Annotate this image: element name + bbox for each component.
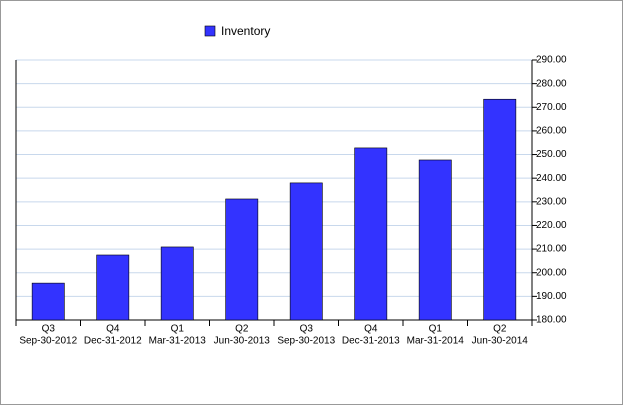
y-tick-label: 190.00 xyxy=(536,291,567,302)
x-tick-label: Sep-30-2012 xyxy=(19,336,77,347)
y-tick-label: 260.00 xyxy=(536,126,567,137)
x-tick-label: Q1 xyxy=(171,324,185,335)
bar xyxy=(483,98,517,321)
x-tick-label: Mar-31-2014 xyxy=(407,336,465,347)
y-tick-label: 200.00 xyxy=(536,267,567,278)
y-tick-label: 220.00 xyxy=(536,220,567,231)
bar xyxy=(418,159,452,321)
y-tick-label: 270.00 xyxy=(536,102,567,113)
legend-swatch xyxy=(204,25,216,37)
bar xyxy=(289,182,323,321)
y-tick-label: 240.00 xyxy=(536,173,567,184)
x-tick-label: Q2 xyxy=(493,324,507,335)
bar xyxy=(225,198,259,321)
x-tick-label: Dec-31-2013 xyxy=(342,336,400,347)
x-tick-label: Mar-31-2013 xyxy=(149,336,207,347)
y-tick-label: 210.00 xyxy=(536,244,567,255)
x-tick-label: Dec-31-2012 xyxy=(84,336,142,347)
x-tick-label: Q1 xyxy=(429,324,443,335)
x-tick-label: Q3 xyxy=(42,324,56,335)
y-tick-label: 250.00 xyxy=(536,149,567,160)
y-tick-label: 290.00 xyxy=(536,55,567,66)
x-tick-label: Q3 xyxy=(300,324,314,335)
x-tick-label: Q4 xyxy=(364,324,378,335)
y-tick-label: 280.00 xyxy=(536,78,567,89)
x-tick-label: Q2 xyxy=(235,324,249,335)
x-tick-label: Q4 xyxy=(106,324,120,335)
bar xyxy=(96,254,130,321)
legend-label: Inventory xyxy=(221,24,270,38)
x-tick-label: Jun-30-2014 xyxy=(472,336,529,347)
bar xyxy=(31,282,65,321)
bar xyxy=(354,147,388,321)
x-tick-label: Sep-30-2013 xyxy=(277,336,335,347)
y-tick-label: 230.00 xyxy=(536,196,567,207)
bar xyxy=(160,246,194,321)
y-tick-label: 180.00 xyxy=(536,315,567,326)
x-tick-label: Jun-30-2013 xyxy=(214,336,271,347)
